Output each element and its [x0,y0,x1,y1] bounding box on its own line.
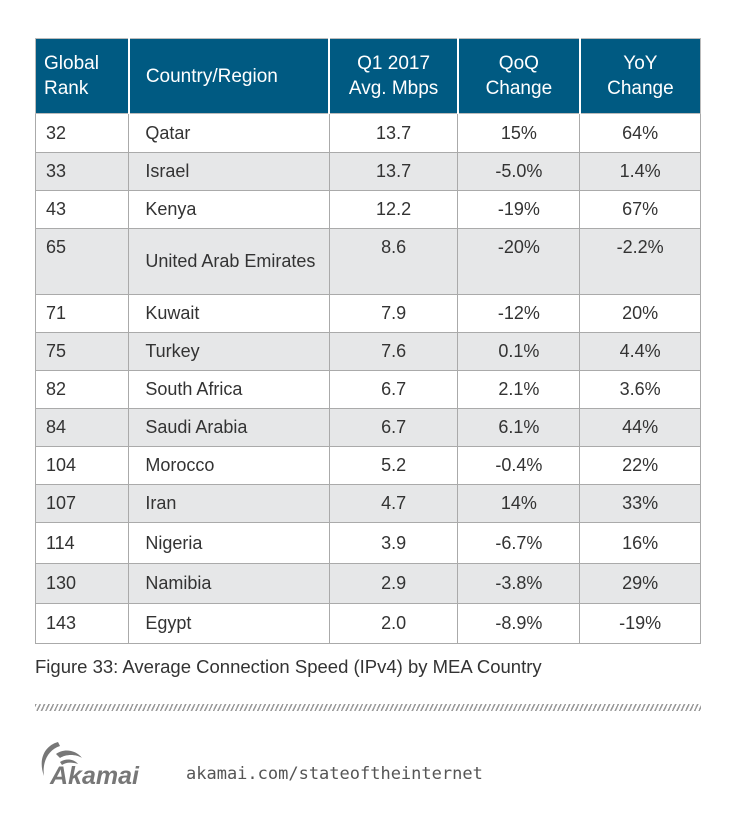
cell-qoq-change: 2.1% [457,370,581,409]
cell-country-region: Turkey [128,332,330,371]
cell-avg-mbps: 3.9 [328,522,459,564]
header-text: Country/Region [145,65,278,87]
header-avg-mbps: Q1 2017 Avg. Mbps [328,38,459,114]
cell-yoy-change: 29% [579,563,701,604]
cell-country-region: Nigeria [128,522,330,564]
table-row: 104 Morocco 5.2 -0.4% 22% [34,446,701,485]
cell-avg-mbps: 13.7 [328,113,459,153]
cell-avg-mbps: 2.9 [328,563,459,604]
cell-global-rank: 43 [34,190,130,229]
cell-yoy-change: 33% [579,484,701,523]
table-row: 71 Kuwait 7.9 -12% 20% [34,294,701,333]
cell-qoq-change: 14% [457,484,581,523]
cell-qoq-change: -5.0% [457,152,581,191]
cell-qoq-change: 0.1% [457,332,581,371]
cell-country-region: Qatar [128,113,330,153]
cell-qoq-change: -12% [457,294,581,333]
cell-global-rank: 32 [34,113,130,153]
figure-caption: Figure 33: Average Connection Speed (IPv… [35,656,542,677]
cell-country-region: Iran [128,484,330,523]
cell-avg-mbps: 6.7 [328,370,459,409]
cell-qoq-change: 6.1% [457,408,581,447]
cell-country-region: Saudi Arabia [128,408,330,447]
hatched-divider [35,704,701,711]
cell-avg-mbps: 7.6 [328,332,459,371]
cell-qoq-change: -8.9% [457,603,581,644]
header-text: Rank [44,78,89,99]
cell-avg-mbps: 4.7 [328,484,459,523]
table-row: 43 Kenya 12.2 -19% 67% [34,190,701,229]
table-row: 114 Nigeria 3.9 -6.7% 16% [34,522,701,564]
cell-qoq-change: -0.4% [457,446,581,485]
cell-avg-mbps: 13.7 [328,152,459,191]
header-yoy-change: YoY Change [578,38,701,114]
table-row: 32 Qatar 13.7 15% 64% [34,113,701,153]
cell-yoy-change: -19% [579,603,701,644]
table-row: 143 Egypt 2.0 -8.9% -19% [34,603,701,644]
cell-yoy-change: 4.4% [579,332,701,371]
header-global-rank: Global Rank [34,38,130,114]
table-row: 75 Turkey 7.6 0.1% 4.4% [34,332,701,371]
cell-avg-mbps: 12.2 [328,190,459,229]
cell-global-rank: 143 [34,603,130,644]
header-text: YoY [623,53,658,74]
cell-country-region: Israel [128,152,330,191]
cell-global-rank: 33 [34,152,130,191]
table-row: 107 Iran 4.7 14% 33% [34,484,701,523]
cell-yoy-change: 16% [579,522,701,564]
cell-avg-mbps: 2.0 [328,603,459,644]
header-text: Global [44,53,99,74]
cell-yoy-change: 64% [579,113,701,153]
table-row: 130 Namibia 2.9 -3.8% 29% [34,563,701,604]
cell-country-region: South Africa [128,370,330,409]
cell-yoy-change: 44% [579,408,701,447]
cell-qoq-change: -19% [457,190,581,229]
header-text: Q1 2017 [357,53,431,74]
cell-yoy-change: 1.4% [579,152,701,191]
cell-yoy-change: 22% [579,446,701,485]
cell-avg-mbps: 6.7 [328,408,459,447]
cell-global-rank: 71 [34,294,130,333]
cell-qoq-change: -3.8% [457,563,581,604]
akamai-logo-text: Akamai [50,762,139,790]
cell-yoy-change: 3.6% [579,370,701,409]
cell-country-region: Kuwait [128,294,330,333]
cell-qoq-change: -20% [457,228,581,295]
cell-country-region: Kenya [128,190,330,229]
table-header-row: Global Rank Country/Region Q1 2017 Avg. Mbps… [34,38,701,114]
header-country-region: Country/Region [127,38,330,114]
cell-country-region: United Arab Emirates [128,228,330,295]
cell-qoq-change: -6.7% [457,522,581,564]
table-row: 82 South Africa 6.7 2.1% 3.6% [34,370,701,409]
cell-global-rank: 114 [34,522,130,564]
cell-yoy-change: -2.2% [579,228,701,295]
cell-country-region: Egypt [128,603,330,644]
cell-country-region: Morocco [128,446,330,485]
table-row: 65 United Arab Emirates 8.6 -20% -2.2% [34,228,701,295]
table-row: 84 Saudi Arabia 6.7 6.1% 44% [34,408,701,447]
header-text: QoQ [498,53,539,74]
cell-global-rank: 84 [34,408,130,447]
cell-avg-mbps: 7.9 [328,294,459,333]
speed-table: Global Rank Country/Region Q1 2017 Avg. Mbps… [34,38,701,644]
cell-yoy-change: 20% [579,294,701,333]
cell-global-rank: 104 [34,446,130,485]
table-row: 33 Israel 13.7 -5.0% 1.4% [34,152,701,191]
akamai-logo-icon [41,742,82,776]
cell-yoy-change: 67% [579,190,701,229]
cell-avg-mbps: 8.6 [328,228,459,295]
header-text: Change [607,78,674,99]
cell-avg-mbps: 5.2 [328,446,459,485]
cell-global-rank: 130 [34,563,130,604]
cell-global-rank: 65 [34,228,130,295]
header-qoq-change: QoQ Change [456,38,581,114]
header-text: Avg. Mbps [348,78,439,99]
header-text: Change [485,78,553,99]
cell-qoq-change: 15% [457,113,581,153]
cell-global-rank: 107 [34,484,130,523]
cell-global-rank: 82 [34,370,130,409]
cell-global-rank: 75 [34,332,130,371]
footer-url[interactable]: akamai.com/stateoftheinternet [186,764,483,784]
cell-country-region: Namibia [128,563,330,604]
